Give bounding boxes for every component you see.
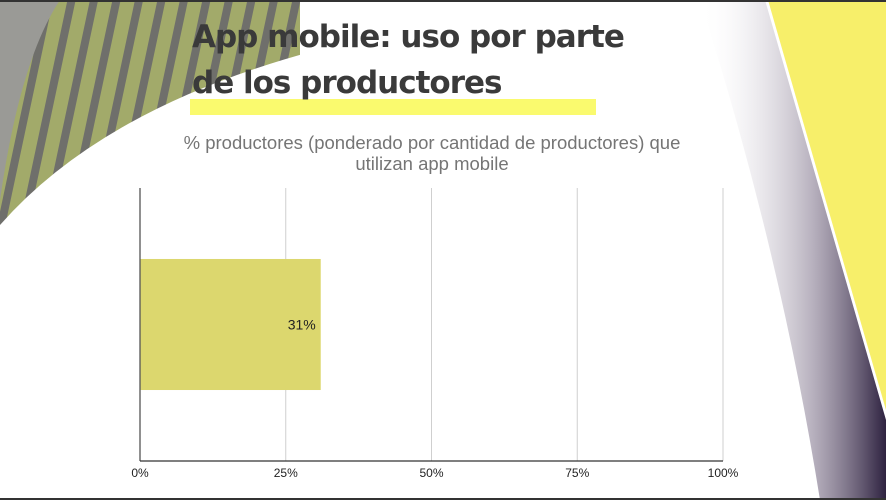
top-border — [0, 0, 886, 2]
slide-title: App mobile: uso por parte de los product… — [192, 14, 625, 106]
data-label: 31% — [288, 317, 316, 333]
bar — [140, 258, 321, 391]
decor-grey-arc — [0, 0, 60, 200]
x-tick-label: 0% — [131, 466, 149, 480]
x-tick-label: 100% — [708, 466, 739, 480]
decor-page-curl-shadow — [700, 0, 886, 500]
x-tick-label: 75% — [565, 466, 589, 480]
x-tick-label: 25% — [274, 466, 298, 480]
title-highlight — [190, 99, 596, 115]
chart-title: % productores (ponderado por cantidad de… — [140, 132, 724, 174]
x-tick-label: 50% — [419, 466, 443, 480]
chart-title-line-1: % productores (ponderado por cantidad de… — [183, 132, 681, 153]
slide-title-line-2: de los productores — [192, 65, 502, 101]
decor-yellow-panel — [768, 0, 886, 410]
slide-title-line-1: App mobile: uso por parte — [192, 19, 625, 55]
bottom-border — [0, 498, 886, 500]
chart-title-line-2: utilizan app mobile — [355, 153, 509, 174]
